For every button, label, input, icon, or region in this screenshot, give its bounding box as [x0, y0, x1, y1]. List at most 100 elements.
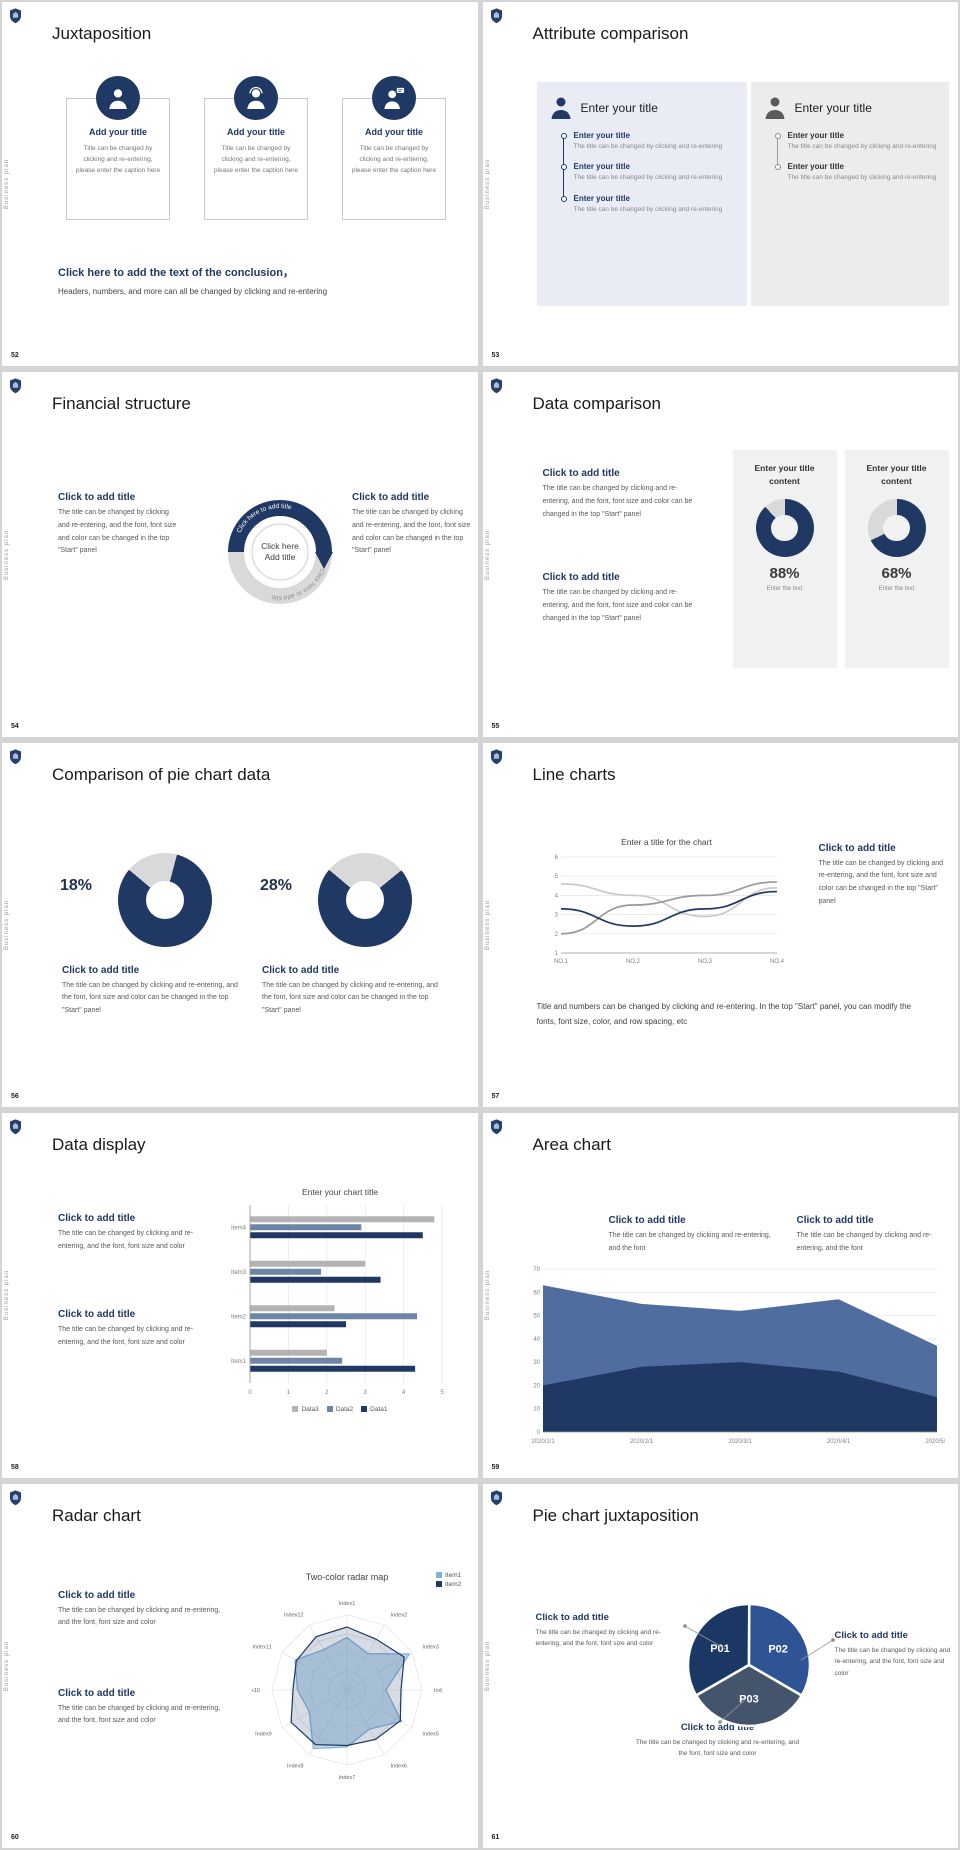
svg-text:30: 30 — [533, 1360, 540, 1366]
chart-title: Two-color radar map — [305, 1571, 389, 1582]
slide-55[interactable]: Business plan Data comparison Click to a… — [482, 372, 958, 737]
timeline: Enter your title The title can be change… — [774, 131, 937, 184]
svg-text:Index6: Index6 — [391, 1763, 408, 1769]
block-title: Click to add title — [818, 842, 896, 854]
side-label: Business plan — [484, 1640, 491, 1691]
slide-56[interactable]: Business plan Comparison of pie chart da… — [2, 742, 478, 1108]
slide-title: Radar chart — [52, 1505, 141, 1525]
svg-text:20: 20 — [533, 1384, 540, 1390]
slide-title: Area chart — [532, 1135, 611, 1155]
donut-chart — [867, 499, 926, 558]
timeline-item-text: The title can be changed by clicking and… — [573, 205, 723, 213]
block-title: Click to add title — [680, 1721, 755, 1733]
block-title: Click to add title — [834, 1629, 908, 1641]
page-number: 53 — [491, 352, 500, 360]
line-chart-area: Enter a title for the chart 1 2 3 4 5 6 NO.1 NO… — [547, 837, 787, 965]
side-label: Business plan — [4, 899, 10, 951]
slide-59[interactable]: Business plan Area chart Click to add ti… — [482, 1113, 958, 1478]
page-number: 60 — [11, 1833, 19, 1841]
svg-text:Index3: Index3 — [422, 1644, 439, 1650]
text-block: Click to add title The title can be chan… — [835, 1630, 955, 1680]
block-text: The title can be changed by clicking and… — [796, 1232, 932, 1252]
block-text: The title can be changed by clicking and… — [535, 1628, 661, 1648]
slide-58[interactable]: Business plan Data display Click to add … — [2, 1113, 478, 1478]
shield-logo-icon — [490, 8, 503, 24]
bar-chart-area: Enter your chart title 0 1 2 3 4 5 Item1 Item2 I… — [224, 1187, 456, 1417]
slide-title: Financial structure — [52, 394, 191, 414]
timeline-item-title: Enter your title — [573, 131, 630, 140]
page-number: 56 — [11, 1093, 19, 1101]
text-block: Click to add title The title can be chan… — [58, 492, 180, 557]
block-title: Click to add title — [352, 492, 430, 504]
block-text: The title can be changed by clicking and… — [262, 981, 438, 1014]
svg-text:2020/1/1: 2020/1/1 — [531, 1439, 555, 1445]
conclusion-text: Headers, numbers, and more can all be ch… — [58, 287, 328, 296]
panel-header: Enter your title — [794, 100, 872, 115]
svg-text:2020/4/1: 2020/4/1 — [826, 1439, 850, 1445]
radar-chart: Index1 Index2 Index3 Index4 Index5 Index6 Inde… — [240, 1586, 450, 1794]
slide-54[interactable]: Business plan Financial structure Click … — [2, 372, 478, 737]
page-number: 52 — [11, 352, 19, 360]
svg-text:Item1: Item1 — [231, 1359, 247, 1365]
block-title: Click to add title — [262, 964, 340, 976]
feature-card: Add your title Title can be changed by c… — [342, 76, 446, 220]
svg-text:Index2: Index2 — [391, 1612, 408, 1618]
svg-text:Index7: Index7 — [339, 1775, 356, 1781]
page-number: 54 — [11, 722, 19, 730]
page-number: 57 — [491, 1093, 500, 1101]
text-block: Click to add title The title can be chan… — [819, 843, 949, 908]
person-icon — [96, 76, 140, 120]
cycle-diagram: Click here Add title Click here to add t… — [214, 486, 346, 618]
side-label: Business plan — [484, 159, 491, 210]
block-title: Click to add title — [58, 492, 136, 504]
svg-text:2020/3/1: 2020/3/1 — [728, 1439, 752, 1445]
block-title: Click to add title — [58, 1213, 136, 1225]
svg-text:Index12: Index12 — [284, 1612, 304, 1618]
data-card: Enter your title content 68% Enter the t… — [844, 450, 949, 669]
slide-52[interactable]: Business plan Juxtaposition Add your tit… — [2, 2, 478, 367]
diagram-center-line1: Click here — [261, 541, 299, 551]
slide-57[interactable]: Business plan Line charts Enter a title … — [482, 742, 958, 1108]
slide-53[interactable]: Business plan Attribute comparison Enter… — [482, 2, 958, 367]
block-title: Click to add title — [796, 1215, 874, 1227]
data-card: Enter your title content 88% Enter the t… — [732, 450, 837, 669]
card-footer: Enter the text — [766, 586, 803, 593]
bar-chart: 0 1 2 3 4 5 Item1 Item2 Item3 Item4 — [224, 1201, 452, 1397]
svg-text:3: 3 — [554, 912, 558, 918]
feature-card: Add your title Title can be changed by c… — [66, 76, 170, 220]
slide-title: Comparison of pie chart data — [52, 764, 271, 784]
svg-text:5: 5 — [440, 1390, 444, 1396]
slide-title: Attribute comparison — [532, 24, 689, 43]
card-title: Add your title — [365, 127, 423, 137]
diagram-center-line2: Add title — [265, 552, 296, 562]
block-text: The title can be changed by clicking and… — [834, 1646, 951, 1677]
svg-text:P01: P01 — [710, 1643, 730, 1655]
text-block: Click to add title The title can be chan… — [62, 965, 238, 1018]
percent-label: 28% — [260, 876, 293, 894]
timeline-item-title: Enter your title — [573, 193, 630, 203]
svg-text:Item2: Item2 — [231, 1314, 247, 1320]
page-number: 61 — [491, 1833, 500, 1841]
text-block: Click to add title The title can be chan… — [797, 1215, 949, 1255]
shield-logo-icon — [9, 378, 22, 394]
timeline-item: Enter your title The title can be change… — [560, 193, 735, 215]
slide-61[interactable]: Business plan Pie chart juxtaposition Cl… — [482, 1483, 958, 1848]
operator-person-icon — [234, 76, 278, 120]
text-block: Click to add title The title can be chan… — [633, 1722, 803, 1760]
svg-text:6: 6 — [554, 855, 558, 861]
slide-title: Data display — [52, 1135, 146, 1155]
block-text: The title can be changed by clicking and… — [542, 485, 693, 518]
timeline-item-text: The title can be changed by clicking and… — [787, 143, 937, 150]
timeline-item-text: The title can be changed by clicking and… — [787, 174, 937, 182]
text-block: Click to add title The title can be chan… — [58, 1590, 222, 1630]
svg-text:2020/2/1: 2020/2/1 — [629, 1439, 653, 1445]
svg-text:2020/5/1: 2020/5/1 — [925, 1439, 945, 1445]
svg-text:Index10: Index10 — [252, 1688, 260, 1694]
block-text: The title can be changed by clicking and… — [608, 1232, 771, 1252]
comparison-panel-left: Enter your title Enter your title The ti… — [536, 82, 747, 306]
svg-text:Index5: Index5 — [422, 1731, 439, 1737]
svg-text:Index8: Index8 — [287, 1763, 304, 1769]
svg-text:Index4: Index4 — [434, 1688, 442, 1694]
slide-60[interactable]: Business plan Radar chart Click to add t… — [2, 1483, 478, 1848]
percent-value: 68% — [881, 565, 912, 583]
